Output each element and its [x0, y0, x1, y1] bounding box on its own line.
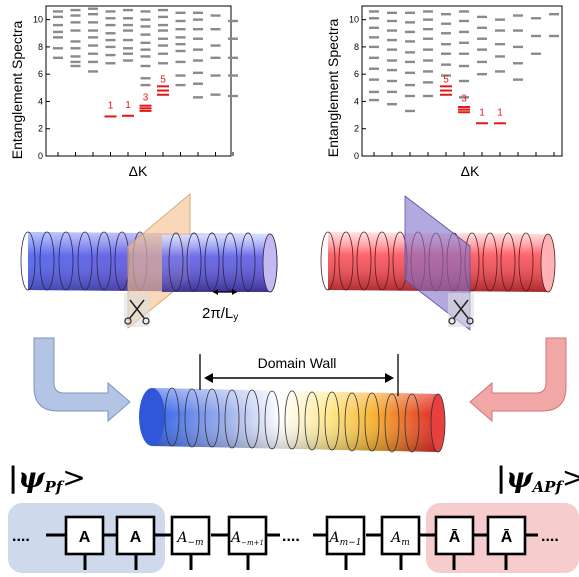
physical-legs: [83, 553, 508, 570]
left-x-axis-label: ΔK: [129, 163, 148, 179]
left-grey-levels: [53, 7, 238, 99]
tensor-node: A: [64, 515, 105, 556]
domain-wall-label: Domain Wall: [258, 355, 337, 371]
y-tick-label: 0: [354, 151, 359, 161]
tensor-label: Am: [389, 530, 410, 548]
tensor-label: A−m: [175, 530, 203, 548]
left-cylinder-front: [162, 232, 278, 293]
scissors-icon: [124, 293, 150, 327]
tensor-node: Am: [380, 515, 421, 556]
degeneracy-label: 3: [143, 92, 149, 103]
red-cylinder-end: [540, 233, 556, 293]
domain-wall-cylinder: [139, 387, 446, 453]
left-plot-frame: [45, 5, 232, 157]
tensor-node: Ā: [486, 515, 527, 556]
chain-ellipsis-middle: ....: [282, 528, 300, 545]
left-bent-arrow: [33, 337, 131, 423]
ring-spacing-label: 2π/Ly: [202, 305, 238, 323]
right-red-levels: 5 3 1 1: [440, 75, 506, 125]
ring-spacing-arrow: [213, 289, 237, 295]
right-x-axis-label: ΔK: [461, 163, 480, 179]
tensor-label: A: [130, 529, 142, 546]
left-red-levels: 1 1 35: [104, 75, 169, 118]
scissors-icon: [448, 293, 474, 327]
y-tick-label: 4: [354, 96, 359, 106]
right-y-ticks: 0 2 4 6 8 10: [349, 15, 555, 161]
tensor-label: Ā: [449, 527, 461, 546]
tensor-node: A: [115, 515, 156, 556]
y-tick-label: 10: [349, 15, 359, 25]
y-tick-label: 2: [38, 124, 43, 134]
chain-ellipsis-left: ....: [12, 528, 30, 545]
degeneracy-label: 1: [108, 100, 114, 111]
tensor-node: Ā: [434, 515, 475, 556]
tensor-label: A−m+1: [229, 530, 264, 547]
left-spectrum-plot: Entanglement Spectra ΔK 0 2 4 6 8 10 1 1 35: [9, 5, 238, 179]
y-tick-label: 2: [354, 124, 359, 134]
degeneracy-label: 1: [125, 100, 131, 111]
tensor-node: A−m: [170, 515, 211, 556]
left-y-ticks: 0 2 4 6 8 10: [33, 15, 234, 161]
tensor-chain: A A A−m A−m+1 Am−1 Am Ā Ā: [64, 515, 527, 556]
degeneracy-label: 1: [497, 107, 503, 118]
y-tick-label: 6: [38, 69, 43, 79]
degeneracy-label: 3: [461, 94, 467, 105]
right-spectrum-plot: Entanglement Spectra ΔK 0 2 4 6 8 10 5 3 1 1: [325, 5, 563, 179]
psi-apf-ket: |ψAPf>: [496, 461, 579, 496]
right-y-axis-label: Entanglement Spectra: [325, 19, 341, 158]
domain-wall-rings: [164, 387, 420, 453]
tensor-label: Am−1: [328, 530, 362, 548]
y-tick-label: 6: [354, 69, 359, 79]
psi-pf-ket: |ψPf>: [8, 461, 86, 496]
tensor-label: A: [79, 529, 91, 546]
left-y-axis-label: Entanglement Spectra: [9, 21, 25, 160]
domain-wall-arrow: [204, 373, 394, 383]
tensor-label: Ā: [501, 527, 513, 546]
right-bent-arrow: [469, 337, 567, 423]
degeneracy-label: 5: [160, 75, 166, 86]
degeneracy-label: 1: [479, 107, 485, 118]
tensor-node: A−m+1: [227, 515, 268, 556]
chain-ellipsis-right: ....: [541, 528, 559, 545]
y-tick-label: 10: [33, 15, 43, 25]
tensor-node: Am−1: [325, 515, 366, 556]
y-tick-label: 8: [354, 42, 359, 52]
right-grey-levels: [369, 10, 559, 113]
y-tick-label: 8: [38, 42, 43, 52]
degeneracy-label: 5: [443, 75, 449, 86]
y-tick-label: 4: [38, 96, 43, 106]
y-tick-label: 0: [38, 151, 43, 161]
